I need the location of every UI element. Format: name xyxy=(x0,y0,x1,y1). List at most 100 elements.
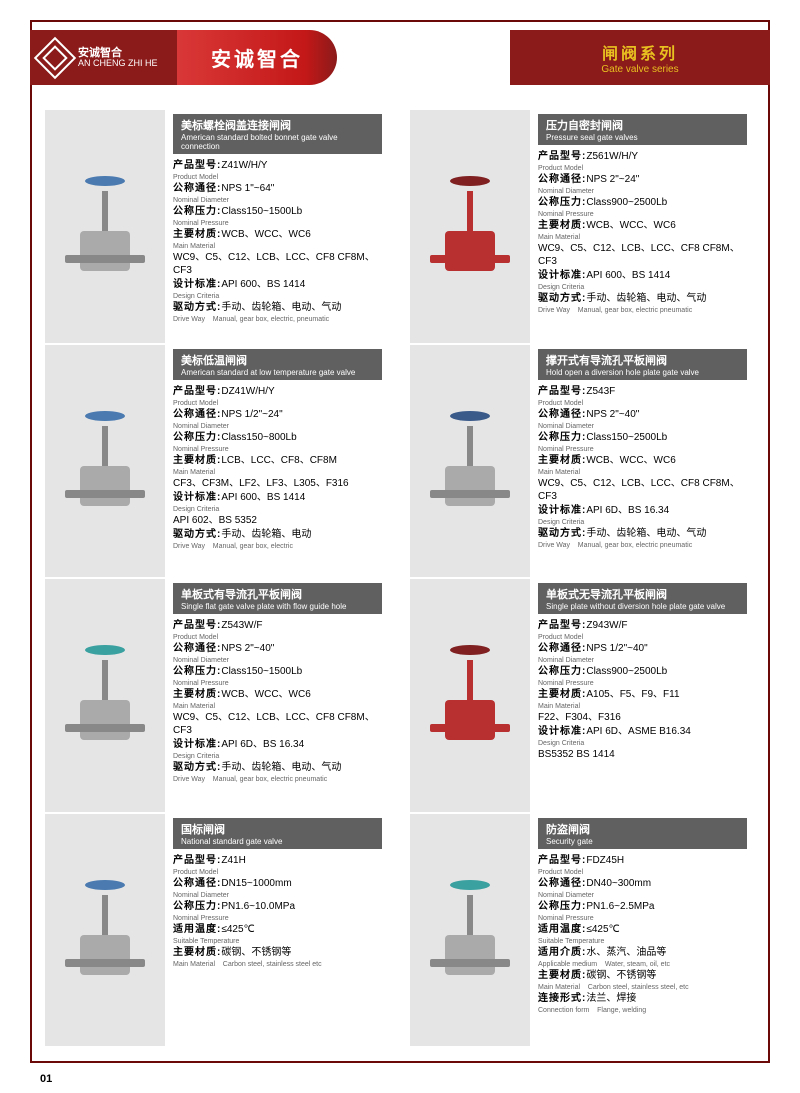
product-image-box xyxy=(45,579,165,812)
product-title-en: Security gate xyxy=(546,837,739,846)
spec-label: 产品型号: xyxy=(173,855,221,866)
spec-label: 产品型号: xyxy=(538,151,586,162)
spec-value: Class150~1500Lb xyxy=(221,666,302,677)
spec-label: 产品型号: xyxy=(538,855,586,866)
product-title-en: National standard gate valve xyxy=(181,837,374,846)
product-title-cn: 单板式有导流孔平板闸阀 xyxy=(181,586,374,602)
product-title-bar: 压力自密封闸阀 Pressure seal gate valves xyxy=(538,114,747,145)
spec-row: 产品型号:Z41H xyxy=(173,854,382,867)
spec-value: A105、F5、F9、F11 xyxy=(586,689,679,700)
product-title-bar: 美标螺栓阀盖连接闸阀 American standard bolted bonn… xyxy=(173,114,382,154)
spec-row: 设计标准:API 6D、ASME B16.34 xyxy=(538,725,747,738)
spec-row: 产品型号:DZ41W/H/Y xyxy=(173,385,382,398)
spec-sublabel: Suitable Temperature xyxy=(538,937,747,946)
spec-sublabel: Nominal Diameter xyxy=(538,656,747,665)
spec-value: 手动、齿轮箱、电动、气动 xyxy=(586,293,706,304)
spec-material2: CF3、CF3M、LF2、LF3、L305、F316 xyxy=(173,477,382,490)
product-specs: 产品型号:Z943W/FProduct Model公称通径:NPS 1/2"~4… xyxy=(538,619,747,762)
spec-label: 产品型号: xyxy=(538,386,586,397)
spec-sublabel: Nominal Diameter xyxy=(538,422,747,431)
spec-row: 连接形式:法兰、焊接 xyxy=(538,992,747,1005)
spec-label: 公称通径: xyxy=(173,878,221,889)
spec-row: 公称通径:NPS 2"~24" xyxy=(538,173,747,186)
spec-label: 公称压力: xyxy=(538,666,586,677)
spec-sublabel: Main Material Carbon steel, stainless st… xyxy=(173,960,382,969)
product-title-en: Pressure seal gate valves xyxy=(546,133,739,142)
spec-value: 法兰、焊接 xyxy=(586,993,636,1004)
product-title-en: American standard at low temperature gat… xyxy=(181,368,374,377)
spec-row: 设计标准:API 6D、BS 16.34 xyxy=(173,738,382,751)
spec-sublabel: Nominal Diameter xyxy=(173,891,382,900)
spec-label: 设计标准: xyxy=(538,726,586,737)
spec-sublabel: Product Model xyxy=(173,868,382,877)
spec-value: ≤425℃ xyxy=(221,924,254,935)
spec-value: API 600、BS 1414 xyxy=(221,279,305,290)
spec-label: 公称通径: xyxy=(538,878,586,889)
spec-row: 产品型号:Z943W/F xyxy=(538,619,747,632)
spec-sublabel: Design Criteria xyxy=(173,505,382,514)
product-info: 压力自密封闸阀 Pressure seal gate valves 产品型号:Z… xyxy=(530,110,755,343)
right-column: 压力自密封闸阀 Pressure seal gate valves 产品型号:Z… xyxy=(410,110,755,1048)
spec-row: 公称压力:Class150~1500Lb xyxy=(173,665,382,678)
product-title-cn: 国标闸阀 xyxy=(181,821,374,837)
product-title-cn: 撑开式有导流孔平板闸阀 xyxy=(546,352,739,368)
spec-row: 公称通径:NPS 1/2"~40" xyxy=(538,642,747,655)
product-specs: 产品型号:FDZ45HProduct Model公称通径:DN40~300mmN… xyxy=(538,854,747,1016)
spec-label: 主要材质: xyxy=(538,970,586,981)
product-item: 国标闸阀 National standard gate valve 产品型号:Z… xyxy=(45,814,390,1049)
spec-value: WCB、WCC、WC6 xyxy=(586,220,675,231)
spec-row: 驱动方式:手动、齿轮箱、电动、气动 xyxy=(538,292,747,305)
spec-sublabel: Product Model xyxy=(173,633,382,642)
spec-value: Class150~1500Lb xyxy=(221,206,302,217)
spec-sublabel: Nominal Pressure xyxy=(538,210,747,219)
spec-sublabel: Main Material xyxy=(538,468,747,477)
series-en: Gate valve series xyxy=(601,64,678,75)
product-item: 撑开式有导流孔平板闸阀 Hold open a diversion hole p… xyxy=(410,345,755,580)
spec-label: 驱动方式: xyxy=(173,529,221,540)
spec-value: Z943W/F xyxy=(586,620,627,631)
spec-label: 驱动方式: xyxy=(538,528,586,539)
spec-value: Class150~800Lb xyxy=(221,432,296,443)
spec-label: 设计标准: xyxy=(173,279,221,290)
spec-sublabel: Nominal Pressure xyxy=(173,445,382,454)
content-grid: 美标螺栓阀盖连接闸阀 American standard bolted bonn… xyxy=(45,110,755,1048)
spec-sublabel: Main Material xyxy=(173,702,382,711)
product-image-box xyxy=(45,345,165,578)
spec-label: 公称通径: xyxy=(538,174,586,185)
product-image-box xyxy=(45,814,165,1047)
spec-value: 水、蒸汽、油品等 xyxy=(586,947,666,958)
spec-value: 碳钢、不锈钢等 xyxy=(586,970,656,981)
spec-row: 公称通径:DN15~1000mm xyxy=(173,877,382,890)
page-header: 安诚智合 AN CHENG ZHI HE 安诚智合 闸阀系列 Gate valv… xyxy=(0,30,800,85)
spec-sublabel: Nominal Pressure xyxy=(538,914,747,923)
spec-label: 主要材质: xyxy=(173,455,221,466)
spec-value: 手动、齿轮箱、电动、气动 xyxy=(221,762,341,773)
product-title-cn: 压力自密封闸阀 xyxy=(546,117,739,133)
product-title-bar: 单板式有导流孔平板闸阀 Single flat gate valve plate… xyxy=(173,583,382,614)
spec-row: 适用介质:水、蒸汽、油品等 xyxy=(538,946,747,959)
spec-value: API 600、BS 1414 xyxy=(221,492,305,503)
spec-value: NPS 1/2"~40" xyxy=(586,643,647,654)
spec-value: WCB、WCC、WC6 xyxy=(221,229,310,240)
series-cn: 闸阀系列 xyxy=(602,40,678,64)
spec-value: API 600、BS 1414 xyxy=(586,270,670,281)
spec-value: 手动、齿轮箱、电动 xyxy=(221,529,311,540)
spec-row: 公称压力:Class900~2500Lb xyxy=(538,665,747,678)
spec-label: 连接形式: xyxy=(538,993,586,1004)
spec-sublabel: Main Material xyxy=(173,468,382,477)
spec-value: API 6D、BS 16.34 xyxy=(586,505,669,516)
brand-label: 安诚智合 xyxy=(211,43,303,72)
spec-row: 主要材质:WCB、WCC、WC6 xyxy=(173,228,382,241)
valve-illustration xyxy=(70,406,140,516)
valve-illustration xyxy=(70,171,140,281)
spec-sublabel: Nominal Diameter xyxy=(173,196,382,205)
product-specs: 产品型号:Z41HProduct Model公称通径:DN15~1000mmNo… xyxy=(173,854,382,969)
spec-label: 公称通径: xyxy=(538,643,586,654)
spec-label: 公称压力: xyxy=(173,901,221,912)
spec-label: 产品型号: xyxy=(538,620,586,631)
spec-row: 设计标准:API 600、BS 1414 xyxy=(173,491,382,504)
spec-label: 设计标准: xyxy=(173,492,221,503)
valve-illustration xyxy=(435,406,505,516)
series-box: 闸阀系列 Gate valve series xyxy=(510,30,770,85)
spec-row: 适用温度:≤425℃ xyxy=(538,923,747,936)
